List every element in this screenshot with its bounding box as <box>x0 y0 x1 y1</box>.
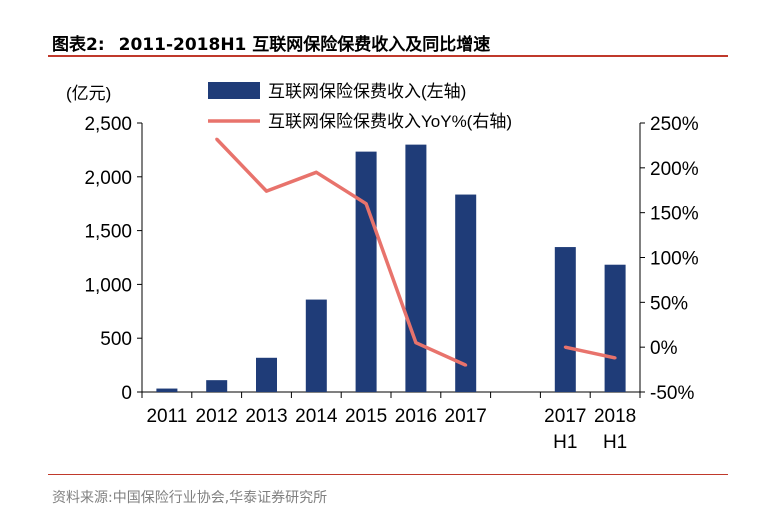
right-axis-tick-label: 250% <box>650 114 699 135</box>
figure-label: 图表2: <box>52 35 105 55</box>
yoy-point <box>215 137 219 141</box>
yoy-point <box>265 189 268 193</box>
top-rule <box>48 55 728 57</box>
bar <box>355 151 377 392</box>
bar <box>305 299 327 392</box>
legend-bar-label: 互联网保险保费收入(左轴) <box>268 82 466 101</box>
yoy-line-segment <box>564 345 616 360</box>
bar <box>455 194 477 392</box>
left-axis-tick-label: 1,000 <box>84 275 132 296</box>
bar <box>256 357 277 392</box>
yoy-point <box>613 356 617 360</box>
x-axis-tick-label: 2014 <box>295 406 338 427</box>
bar <box>206 380 228 392</box>
yoy-point <box>464 363 468 367</box>
x-axis-tick-label: 2018 <box>594 406 636 427</box>
x-axis-tick-label: H1 <box>553 432 577 453</box>
x-axis-tick-label: 2012 <box>196 406 238 427</box>
left-axis-tick-label: 2,000 <box>84 168 132 189</box>
x-axis-tick-label: 2015 <box>345 406 387 427</box>
left-axis-unit-label: (亿元) <box>66 84 111 103</box>
x-axis-tick-label: 2011 <box>146 406 187 427</box>
right-axis-tick-label: 0% <box>650 338 678 359</box>
x-axis-tick-label: 2017 <box>445 406 487 427</box>
yoy-point <box>563 345 567 349</box>
source-note: 资料来源:中国保险行业协会,华泰证券研究所 <box>52 490 328 506</box>
figure-title: 2011-2018H1 互联网保险保费收入及同比增速 <box>118 35 491 55</box>
chart-title: 图表2: 2011-2018H1 互联网保险保费收入及同比增速 <box>52 30 504 55</box>
bar <box>604 264 626 392</box>
x-axis-tick-label: 2013 <box>245 406 287 427</box>
right-axis-tick-label: 200% <box>650 159 699 180</box>
right-axis-tick-label: -50% <box>650 383 694 404</box>
right-axis-tick-label: 150% <box>650 204 699 225</box>
left-axis-tick-label: 500 <box>100 329 132 350</box>
legend-line-label: 互联网保险保费收入YoY%(右轴) <box>268 112 512 131</box>
yoy-point <box>364 202 368 206</box>
bar <box>405 144 427 392</box>
yoy-point <box>414 341 418 345</box>
right-axis-tick-label: 50% <box>650 293 688 314</box>
left-axis-tick-label: 2,500 <box>84 114 132 135</box>
bar <box>554 247 576 392</box>
x-axis-tick-label: 2017 <box>544 406 586 427</box>
bar <box>156 388 178 392</box>
legend-bar-swatch <box>208 82 260 99</box>
left-axis-tick-label: 0 <box>121 383 132 404</box>
yoy-point <box>314 170 318 174</box>
x-axis-tick-label: 2016 <box>395 406 437 427</box>
left-axis-tick-label: 1,500 <box>84 222 132 243</box>
right-axis-tick-label: 100% <box>650 249 699 270</box>
yoy-line-segment <box>215 137 467 367</box>
bottom-rule <box>48 474 728 475</box>
x-axis-tick-label: H1 <box>603 432 627 453</box>
